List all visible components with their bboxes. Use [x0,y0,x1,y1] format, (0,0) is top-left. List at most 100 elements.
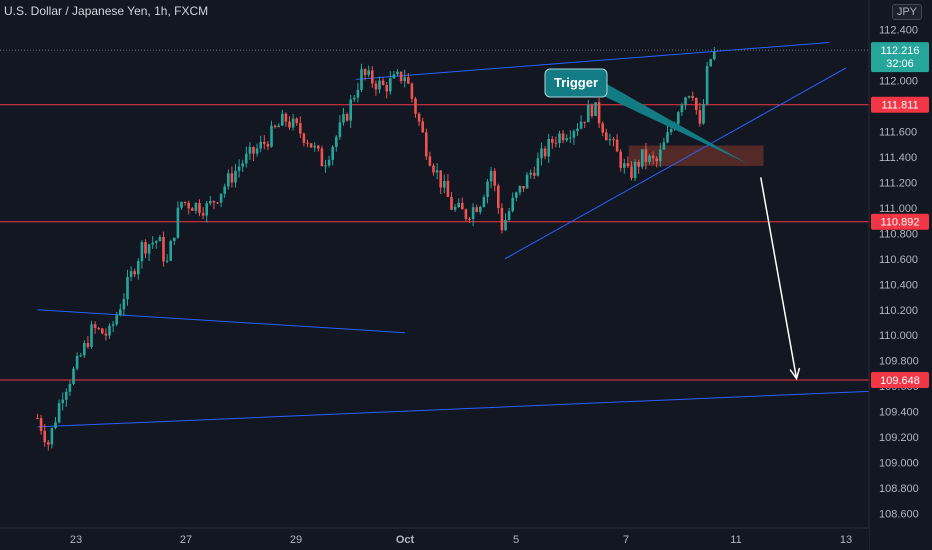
y-tick-label: 111.200 [879,177,917,189]
candle-body [605,132,608,141]
candle-body [597,102,601,124]
trendline [504,67,847,260]
time-axis-bg [0,528,869,550]
candle-body [237,166,241,171]
candle-body [543,148,547,157]
candle-body [230,173,234,183]
candle-body [579,121,583,129]
candle-body [209,200,212,204]
candle-body [648,155,651,162]
candle-body [698,110,702,124]
candle-body [522,185,525,189]
candle-body [180,201,183,208]
candle-body [187,202,190,209]
candle-body [493,170,496,186]
candle-body [72,368,75,384]
x-tick-label: 29 [290,534,302,546]
candle-body [50,428,54,445]
candle-body [666,132,669,143]
candle-body [252,146,255,154]
candle-body [612,139,615,141]
y-tick-label: 108.600 [879,508,919,520]
candle-body [270,125,273,147]
candle-body [587,104,590,123]
countdown-label: 32:06 [886,58,914,70]
candle-body [417,113,421,122]
candle-body [687,96,691,98]
candle-body [414,98,417,114]
candle-body [619,151,622,168]
candle-body [655,158,658,162]
candle-body [482,197,486,207]
candle-body [68,383,72,392]
chart-title: U.S. Dollar / Japanese Yen, 1h, FXCM [4,4,209,18]
y-tick-label: 111.000 [879,203,917,215]
candle-body [90,324,93,348]
candle-body [500,207,504,231]
y-tick-label: 109.200 [879,432,919,444]
y-tick-label: 110.200 [879,305,918,317]
candle-body [450,196,453,210]
candle-body [162,237,165,262]
candle-body [284,113,288,122]
candle-body [338,122,342,137]
candle-body [255,148,259,154]
arrow-head [789,367,801,381]
candle-body [641,149,644,167]
trendline [355,41,830,80]
candle-body [623,163,626,168]
candle-body [324,165,327,167]
candle-body [129,271,133,277]
y-tick-label: 110.600 [879,254,918,266]
candle-body [558,133,561,143]
candle-body [36,417,39,419]
candle-body [457,202,460,207]
candle-body [104,333,108,336]
candle-body [533,172,536,176]
candle-body [57,403,61,423]
candle-body [227,173,230,187]
candle-body [590,104,594,116]
candle-body [702,103,705,124]
candle-body [615,139,619,152]
candle-body [309,143,313,148]
candle-body [349,99,352,121]
candle-body [565,138,568,141]
y-tick-label: 109.800 [879,356,919,368]
candle-body [651,155,655,159]
candle-body [363,69,367,75]
candle-body [101,328,104,334]
candle-body [385,84,388,92]
candle-body [241,163,244,167]
candle-body [263,141,266,144]
candle-body [583,121,586,123]
candle-body [713,51,716,60]
candle-body [659,149,662,162]
candle-body [198,202,201,213]
candle-body [486,181,489,198]
candle-body [212,200,216,203]
level-price-label: 111.811 [881,100,918,112]
candle-body [468,218,471,220]
x-tick-label: Oct [396,534,415,546]
candle-body [345,114,349,121]
candle-body [432,165,435,173]
candle-body [576,128,579,132]
candle-body [147,244,151,254]
price-axis: 108.600 108.800 109.000 109.200 109.400 109.6… [868,0,932,550]
candle-body [65,391,68,400]
candle-body [446,181,450,197]
currency-badge[interactable]: JPY [891,4,922,20]
y-tick-label: 110.800 [879,228,918,240]
candle-body [75,355,79,369]
candle-body [273,125,277,128]
candle-body [378,80,381,90]
candle-body [79,355,82,357]
candle-body [471,207,475,220]
candle-body [464,209,468,219]
candle-body [288,121,291,128]
candle-body [306,142,309,144]
candle-body [281,113,284,126]
